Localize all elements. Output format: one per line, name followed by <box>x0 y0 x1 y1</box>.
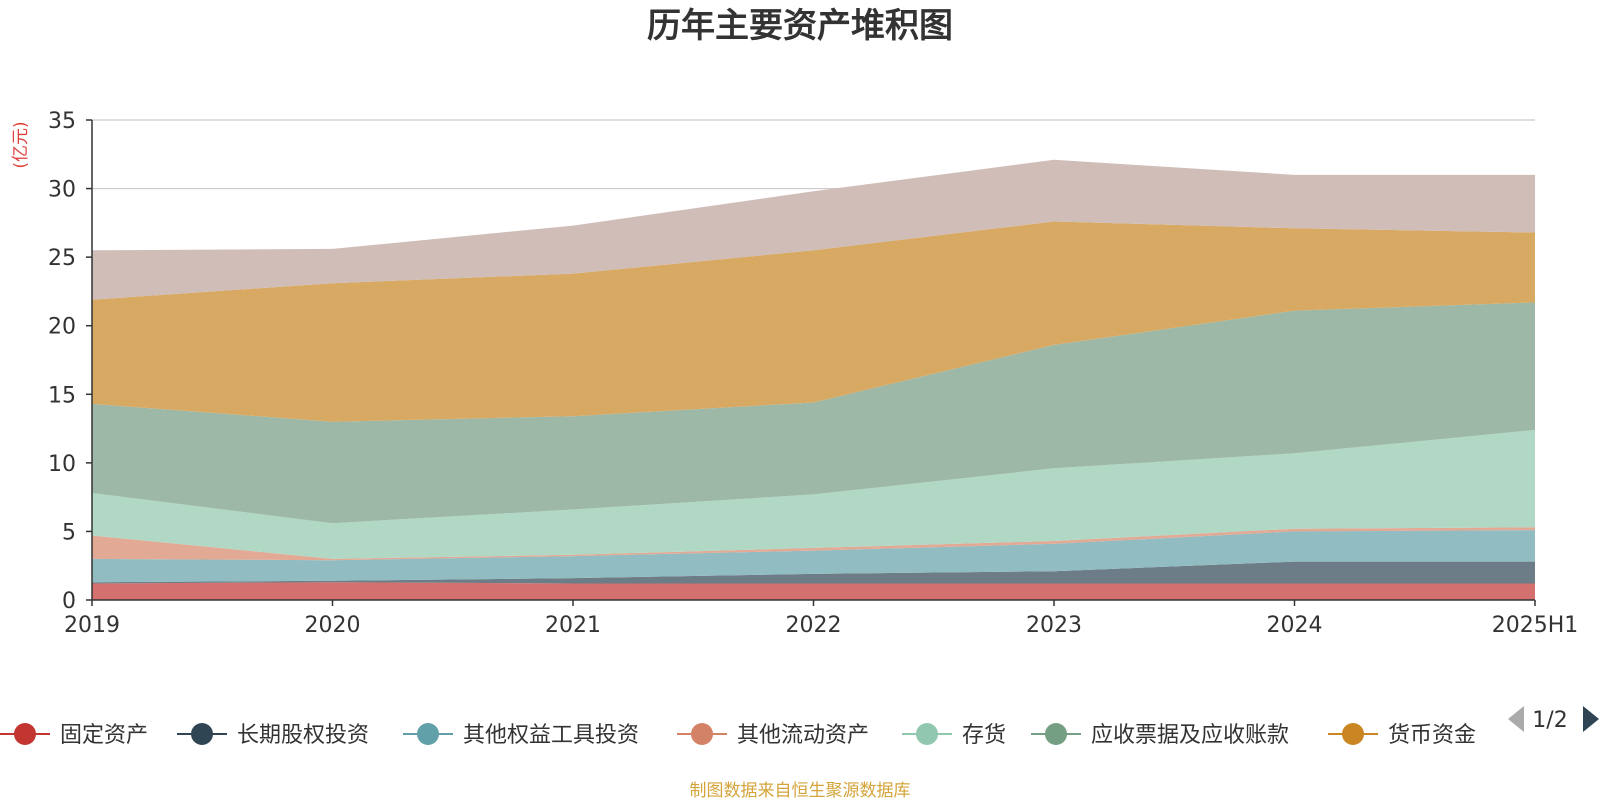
legend-marker <box>916 723 938 745</box>
area-series-4[interactable] <box>92 429 1535 559</box>
legend-prev-icon[interactable] <box>1508 706 1524 732</box>
legend-item-3[interactable]: 其他流动资产 <box>677 723 869 748</box>
legend-item-0[interactable]: 固定资产 <box>0 723 148 748</box>
legend-item-2[interactable]: 其他权益工具投资 <box>403 723 639 748</box>
y-axis-unit: (亿元) <box>11 121 31 168</box>
legend-label: 其他权益工具投资 <box>463 723 639 748</box>
y-tick-label: 10 <box>48 452 76 477</box>
legend-page-indicator: 1/2 <box>1532 708 1567 733</box>
area-series-3[interactable] <box>92 527 1535 561</box>
area-series-1[interactable] <box>92 561 1535 584</box>
legend-label: 固定资产 <box>60 723 148 748</box>
x-tick-label: 2020 <box>305 613 361 638</box>
legend-item-5[interactable]: 应收票据及应收账款 <box>1031 723 1289 748</box>
area-series-6[interactable] <box>92 221 1535 422</box>
area-series-5[interactable] <box>92 302 1535 524</box>
x-tick-label: 2019 <box>64 613 120 638</box>
x-tick-label: 2023 <box>1026 613 1082 638</box>
legend-label: 其他流动资产 <box>737 723 869 748</box>
y-axis-unit-text: 亿元 <box>11 128 31 162</box>
x-tick-label: 2021 <box>545 613 601 638</box>
legend-item-6[interactable]: 货币资金 <box>1328 723 1476 748</box>
legend-item-1[interactable]: 长期股权投资 <box>177 723 369 748</box>
y-tick-label: 15 <box>48 383 76 408</box>
legend-label: 存货 <box>962 723 1006 748</box>
y-tick-label: 0 <box>62 589 76 614</box>
legend-marker <box>191 723 213 745</box>
legend-label: 货币资金 <box>1388 723 1476 748</box>
legend-marker <box>14 723 36 745</box>
x-tick-label: 2024 <box>1267 613 1323 638</box>
areas <box>92 159 1535 600</box>
y-tick-label: 25 <box>48 246 76 271</box>
x-tick-label: 2022 <box>786 613 842 638</box>
legend: 固定资产 长期股权投资 其他权益工具投资 其他流动资产 存货 应收票据及应收账款 货币资金 <box>0 723 1476 748</box>
x-tick-labels: 2019 2020 2021 2022 2023 2024 2025H1 <box>64 613 1578 638</box>
axes <box>86 119 1536 606</box>
area-series-0[interactable] <box>92 582 1535 600</box>
legend-marker <box>1342 723 1364 745</box>
legend-item-4[interactable]: 存货 <box>902 723 1006 748</box>
y-tick-label: 30 <box>48 178 76 203</box>
legend-next-icon[interactable] <box>1583 706 1599 732</box>
y-tick-label: 20 <box>48 315 76 340</box>
chart-title: 历年主要资产堆积图 <box>647 6 953 46</box>
legend-label: 长期股权投资 <box>237 723 369 748</box>
area-series-7[interactable] <box>92 159 1535 300</box>
legend-marker <box>1045 723 1067 745</box>
area-series-2[interactable] <box>92 530 1535 583</box>
legend-marker <box>417 723 439 745</box>
legend-pager: 1/2 <box>1508 706 1599 733</box>
y-tick-label: 5 <box>62 520 76 545</box>
y-tick-label: 35 <box>48 109 76 134</box>
legend-marker <box>691 723 713 745</box>
x-tick-label: 2025H1 <box>1492 613 1579 638</box>
y-tick-labels: 0 5 10 15 20 25 30 35 <box>48 109 76 614</box>
legend-label: 应收票据及应收账款 <box>1091 723 1289 748</box>
data-source-note: 制图数据来自恒生聚源数据库 <box>690 781 911 800</box>
